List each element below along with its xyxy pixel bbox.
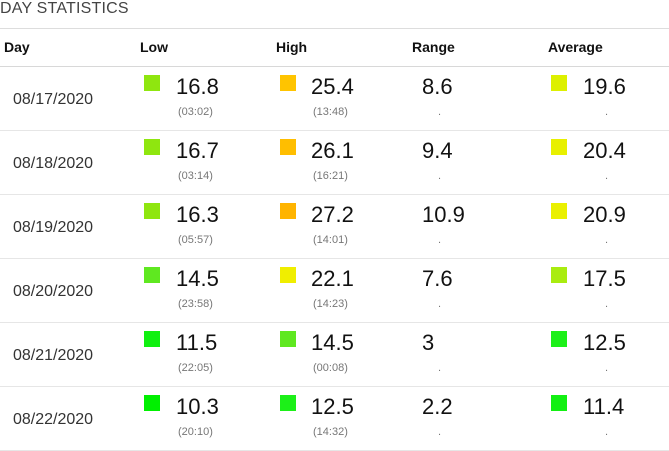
average-sub: . bbox=[605, 298, 609, 310]
range-sub: . bbox=[438, 362, 442, 374]
day-cell: 08/18/2020 bbox=[13, 155, 94, 172]
low-color-swatch bbox=[144, 395, 160, 411]
average-sub: . bbox=[605, 234, 609, 246]
range-sub: . bbox=[438, 170, 442, 182]
high-value: 12.5 bbox=[311, 394, 354, 419]
average-sub: . bbox=[605, 426, 609, 438]
day-cell: 08/21/2020 bbox=[13, 347, 94, 364]
header-divider bbox=[0, 66, 669, 67]
average-sub: . bbox=[605, 362, 609, 374]
low-time: (23:58) bbox=[178, 298, 213, 310]
high-time: (16:21) bbox=[313, 170, 348, 182]
high-time: (14:23) bbox=[313, 298, 348, 310]
high-time: (14:32) bbox=[313, 426, 348, 438]
high-color-swatch bbox=[280, 75, 296, 91]
average-value: 11.4 bbox=[583, 394, 625, 419]
high-time: (13:48) bbox=[313, 106, 348, 118]
low-value: 10.3 bbox=[176, 394, 219, 419]
average-color-swatch bbox=[551, 203, 567, 219]
high-time: (00:08) bbox=[313, 362, 348, 374]
high-value: 22.1 bbox=[311, 266, 354, 291]
low-color-swatch bbox=[144, 139, 160, 155]
day-cell: 08/22/2020 bbox=[13, 411, 94, 428]
row-divider bbox=[0, 322, 669, 323]
average-color-swatch bbox=[551, 395, 567, 411]
range-value: 2.2 bbox=[422, 394, 453, 419]
title-divider bbox=[0, 28, 669, 29]
low-value: 16.7 bbox=[176, 138, 219, 163]
table-row: 08/20/2020 14.5 (23:58) 22.1 (14:23) 7.6. 17.5… bbox=[0, 259, 669, 323]
average-value: 20.4 bbox=[583, 138, 626, 163]
range-sub: . bbox=[438, 234, 442, 246]
average-sub: . bbox=[605, 106, 609, 118]
average-color-swatch bbox=[551, 267, 567, 283]
range-value: 8.6 bbox=[422, 74, 453, 99]
high-color-swatch bbox=[280, 331, 296, 347]
row-divider bbox=[0, 194, 669, 195]
range-value: 10.9 bbox=[422, 202, 465, 227]
header-range[interactable]: Range bbox=[412, 39, 455, 55]
low-time: (20:10) bbox=[178, 426, 213, 438]
high-color-swatch bbox=[280, 267, 296, 283]
row-divider bbox=[0, 130, 669, 131]
range-sub: . bbox=[438, 426, 442, 438]
high-value: 26.1 bbox=[311, 138, 354, 163]
low-value: 11.5 bbox=[176, 330, 218, 355]
table-row: 08/21/2020 11.5 (22:05) 14.5 (00:08) 3. 12.5. bbox=[0, 323, 669, 387]
range-value: 3 bbox=[422, 330, 435, 355]
range-value: 9.4 bbox=[422, 138, 453, 163]
low-color-swatch bbox=[144, 331, 160, 347]
table-row: 08/17/2020 16.8 (03:02) 25.4 (13:48) 8.6. 19.6… bbox=[0, 67, 669, 131]
low-color-swatch bbox=[144, 203, 160, 219]
average-value: 19.6 bbox=[583, 74, 626, 99]
range-value: 7.6 bbox=[422, 266, 453, 291]
high-value: 27.2 bbox=[311, 202, 354, 227]
low-color-swatch bbox=[144, 267, 160, 283]
average-color-swatch bbox=[551, 75, 567, 91]
low-time: (05:57) bbox=[178, 234, 213, 246]
header-average[interactable]: Average bbox=[548, 39, 603, 55]
high-value: 14.5 bbox=[311, 330, 354, 355]
header-low[interactable]: Low bbox=[140, 39, 168, 55]
section-title: DAY STATISTICS bbox=[0, 0, 129, 17]
average-value: 17.5 bbox=[583, 266, 626, 291]
low-time: (03:14) bbox=[178, 170, 213, 182]
day-cell: 08/20/2020 bbox=[13, 283, 94, 300]
low-time: (22:05) bbox=[178, 362, 213, 374]
low-value: 16.8 bbox=[176, 74, 219, 99]
average-color-swatch bbox=[551, 139, 567, 155]
low-color-swatch bbox=[144, 75, 160, 91]
high-value: 25.4 bbox=[311, 74, 354, 99]
header-high[interactable]: High bbox=[276, 39, 308, 55]
range-sub: . bbox=[438, 298, 442, 310]
table-row: 08/19/2020 16.3 (05:57) 27.2 (14:01) 10.9. 20.… bbox=[0, 195, 669, 259]
table-row: 08/18/2020 16.7 (03:14) 26.1 (16:21) 9.4. 20.4… bbox=[0, 131, 669, 195]
high-color-swatch bbox=[280, 139, 296, 155]
average-sub: . bbox=[605, 170, 609, 182]
day-cell: 08/19/2020 bbox=[13, 219, 94, 236]
row-divider bbox=[0, 386, 669, 387]
day-cell: 08/17/2020 bbox=[13, 91, 94, 108]
range-sub: . bbox=[438, 106, 442, 118]
high-color-swatch bbox=[280, 395, 296, 411]
row-divider bbox=[0, 258, 669, 259]
low-value: 16.3 bbox=[176, 202, 219, 227]
high-time: (14:01) bbox=[313, 234, 348, 246]
average-color-swatch bbox=[551, 331, 567, 347]
low-value: 14.5 bbox=[176, 266, 219, 291]
average-value: 12.5 bbox=[583, 330, 626, 355]
table-row: 08/22/2020 10.3 (20:10) 12.5 (14:32) 2.2. 11.4… bbox=[0, 387, 669, 451]
header-day[interactable]: Day bbox=[4, 39, 30, 55]
average-value: 20.9 bbox=[583, 202, 626, 227]
low-time: (03:02) bbox=[178, 106, 213, 118]
high-color-swatch bbox=[280, 203, 296, 219]
